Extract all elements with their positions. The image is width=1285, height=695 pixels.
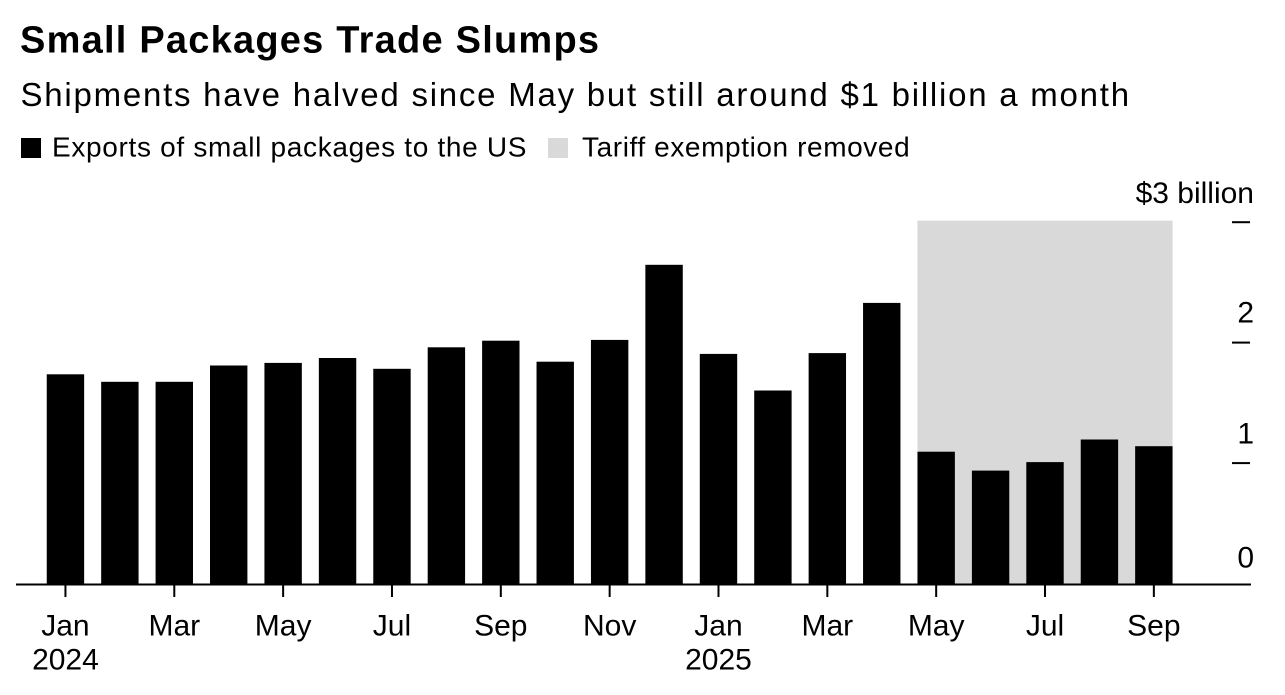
svg-text:Mar: Mar [148,610,200,643]
svg-text:Exports of small packages to t: Exports of small packages to the US [52,132,527,163]
svg-text:Mar: Mar [801,610,853,643]
svg-text:2: 2 [1237,297,1254,330]
svg-text:Tariff exemption removed: Tariff exemption removed [582,132,910,163]
svg-text:Shipments have halved since Ma: Shipments have halved since May but stil… [21,76,1131,113]
svg-text:May: May [908,610,965,643]
svg-text:2024: 2024 [32,644,99,677]
svg-text:$3 billion: $3 billion [1136,177,1254,210]
svg-text:2025: 2025 [685,644,752,677]
svg-text:0: 0 [1237,542,1254,575]
svg-text:May: May [255,610,312,643]
svg-text:Jan: Jan [694,610,742,643]
svg-text:Jan: Jan [41,610,89,643]
svg-text:Jul: Jul [1026,610,1064,643]
svg-text:Sep: Sep [474,610,527,643]
svg-text:Sep: Sep [1127,610,1180,643]
svg-text:1: 1 [1237,418,1254,451]
svg-text:Small Packages Trade Slumps: Small Packages Trade Slumps [20,20,600,62]
svg-text:Nov: Nov [583,610,636,643]
svg-text:Jul: Jul [373,610,411,643]
